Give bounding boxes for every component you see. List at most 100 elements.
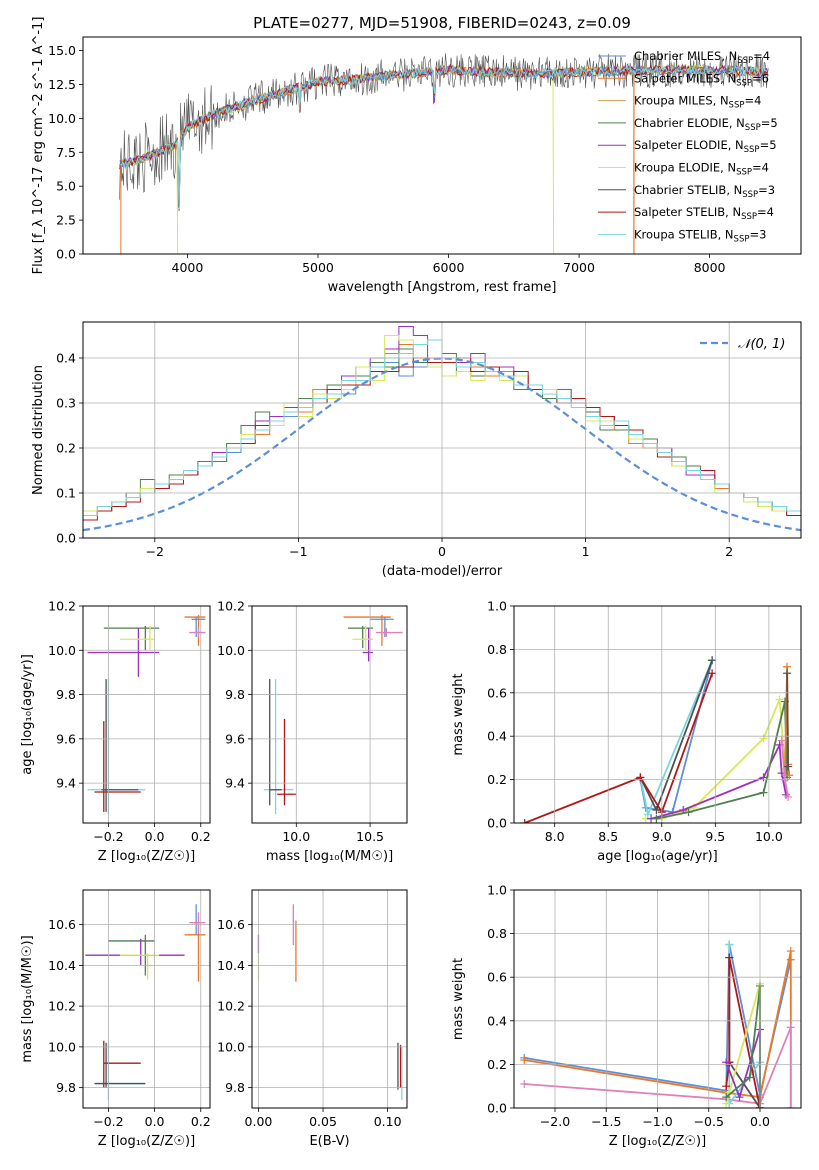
weight-line-chabrier_stelib xyxy=(786,673,789,767)
weight-marker xyxy=(745,1073,754,1082)
spectrum-edge-drop xyxy=(552,80,555,254)
y-tick-label: 10.0 xyxy=(48,1039,76,1054)
y-tick-label: 0.0 xyxy=(56,247,76,262)
y-tick-label: 0.2 xyxy=(487,1057,507,1072)
x-tick-label: 9.5 xyxy=(705,829,725,844)
weight-marker xyxy=(708,656,717,665)
weight-marker xyxy=(775,695,784,704)
weight-marker xyxy=(708,669,717,678)
panel-mass_vs_Z: −0.2 0.0 0.2 9.8 10.0 10.2 10.4 10.6 Z [log₁₀(Z/… xyxy=(20,889,211,1149)
axes-frame xyxy=(82,36,802,255)
y-tick-label: 10.4 xyxy=(217,958,245,973)
y-tick-label: 10.2 xyxy=(217,999,245,1014)
y-tick-label: 10.2 xyxy=(217,599,245,614)
weight_vs_age-plot-area xyxy=(520,656,794,823)
weight-line-salpeter_stelib xyxy=(524,672,713,823)
weight-marker xyxy=(722,1082,731,1091)
x-tick-label: 0.2 xyxy=(191,1114,211,1129)
x-tick-label: 8.5 xyxy=(598,829,618,844)
weight-marker xyxy=(785,771,794,780)
panel-weight_vs_Z: −2.0 −1.5 −1.0 −0.5 0.0 0.0 0.2 0.4 0.6 0.8 1.0 Z [… xyxy=(451,883,802,1149)
age_vs_Z-plot-area xyxy=(87,614,206,815)
y-axis-label: Normed distribution xyxy=(31,365,46,495)
legend-entry: Kroupa STELIB, NSSP=3 xyxy=(634,227,766,244)
weight-marker xyxy=(783,669,792,678)
weight-marker xyxy=(725,953,734,962)
panel-age_vs_Z: −0.2 0.0 0.2 9.4 9.6 9.8 10.0 10.2 Z [log₁₀(Z/Z☉… xyxy=(20,599,211,865)
y-tick-label: 0.1 xyxy=(56,486,76,501)
weight-marker xyxy=(782,790,791,799)
x-tick-label: 10.5 xyxy=(356,829,384,844)
y-tick-label: 1.0 xyxy=(487,883,507,898)
y-axis-label: mass [log₁₀(M/M☉)] xyxy=(20,935,35,1062)
y-tick-label: 1.0 xyxy=(487,599,507,614)
y-axis-label: age [log₁₀(age/yr)] xyxy=(20,654,35,775)
x-tick-label: −0.5 xyxy=(694,1114,724,1129)
legend-entry: Salpeter STELIB, NSSP=4 xyxy=(634,205,774,222)
x-axis-label: E(B-V) xyxy=(309,1134,349,1149)
x-tick-label: 7000 xyxy=(563,260,595,275)
y-tick-label: 0.0 xyxy=(487,816,507,831)
legend-entry: Salpeter ELODIE, NSSP=5 xyxy=(634,138,777,155)
weight-marker xyxy=(652,805,661,814)
weight-marker xyxy=(777,736,786,745)
legend-entry: Chabrier STELIB, NSSP=3 xyxy=(634,183,775,200)
histogram-salpeter_elodie xyxy=(83,326,801,521)
x-tick-label: −1 xyxy=(289,544,307,559)
x-tick-label: 0.2 xyxy=(191,829,211,844)
y-tick-label: 10.6 xyxy=(217,917,245,932)
y-tick-label: 10.2 xyxy=(48,999,76,1014)
y-tick-label: 7.5 xyxy=(56,145,76,160)
legend-entry: Chabrier MILES, NSSP=4 xyxy=(634,49,770,66)
y-axis-label: mass weight xyxy=(451,958,466,1040)
weight-marker xyxy=(784,762,793,771)
y-tick-label: 15.0 xyxy=(48,43,76,58)
x-tick-label: 1 xyxy=(582,544,590,559)
weight-marker xyxy=(722,1058,731,1067)
x-tick-label: 0.0 xyxy=(750,1114,770,1129)
x-axis-label: mass [log₁₀(M/M☉)] xyxy=(266,849,393,864)
histogram-kroupa_elodie xyxy=(83,335,801,521)
weight-marker xyxy=(786,1104,795,1108)
spectrum-plot-area xyxy=(119,52,769,254)
weight-marker xyxy=(520,1056,529,1065)
x-axis-label: (data-model)/error xyxy=(382,564,503,579)
x-tick-label: −0.2 xyxy=(93,1114,123,1129)
y-tick-label: 0.8 xyxy=(487,642,507,657)
spectrum-edge-drop xyxy=(176,142,179,254)
weight-marker xyxy=(759,788,768,797)
y-tick-label: 0.3 xyxy=(56,396,76,411)
histogram-salpeter_miles xyxy=(83,344,801,521)
weight-marker xyxy=(784,792,793,801)
x-tick-label: −1.0 xyxy=(642,1114,672,1129)
legend-entry: Kroupa ELODIE, NSSP=4 xyxy=(634,161,769,178)
y-axis-label: Flux [f_λ 10^-17 erg cm^-2 s^-1 A^-1] xyxy=(31,17,46,275)
mass_vs_ebv-plot-area xyxy=(257,904,403,1100)
x-tick-label: 10.0 xyxy=(282,829,310,844)
legend-entry: 𝒩(0, 1) xyxy=(738,337,785,352)
x-tick-label: −2 xyxy=(146,544,164,559)
weight-marker xyxy=(684,808,693,817)
y-axis-label: mass weight xyxy=(451,673,466,755)
histogram-salpeter_stelib xyxy=(83,357,801,521)
y-tick-label: 9.8 xyxy=(225,1080,245,1095)
y-tick-label: 9.4 xyxy=(225,776,245,791)
axes-frame xyxy=(513,605,802,824)
x-tick-label: 8.0 xyxy=(545,829,565,844)
y-tick-label: 9.6 xyxy=(56,731,76,746)
y-tick-label: 0.0 xyxy=(487,1101,507,1116)
x-tick-label: 4000 xyxy=(172,260,204,275)
y-tick-label: 10.0 xyxy=(217,643,245,658)
y-tick-label: 0.2 xyxy=(56,441,76,456)
x-tick-label: 10.0 xyxy=(755,829,783,844)
weight-marker xyxy=(786,947,795,956)
x-tick-label: 9.0 xyxy=(652,829,672,844)
x-tick-label: 5000 xyxy=(302,260,334,275)
y-tick-label: 0.8 xyxy=(487,926,507,941)
y-tick-label: 0.4 xyxy=(487,729,507,744)
y-tick-label: 10.0 xyxy=(48,643,76,658)
weight-marker xyxy=(636,773,645,782)
spectrum-line-salpeter_stelib xyxy=(119,63,769,211)
y-tick-label: 0.6 xyxy=(487,685,507,700)
y-tick-label: 5.0 xyxy=(56,179,76,194)
